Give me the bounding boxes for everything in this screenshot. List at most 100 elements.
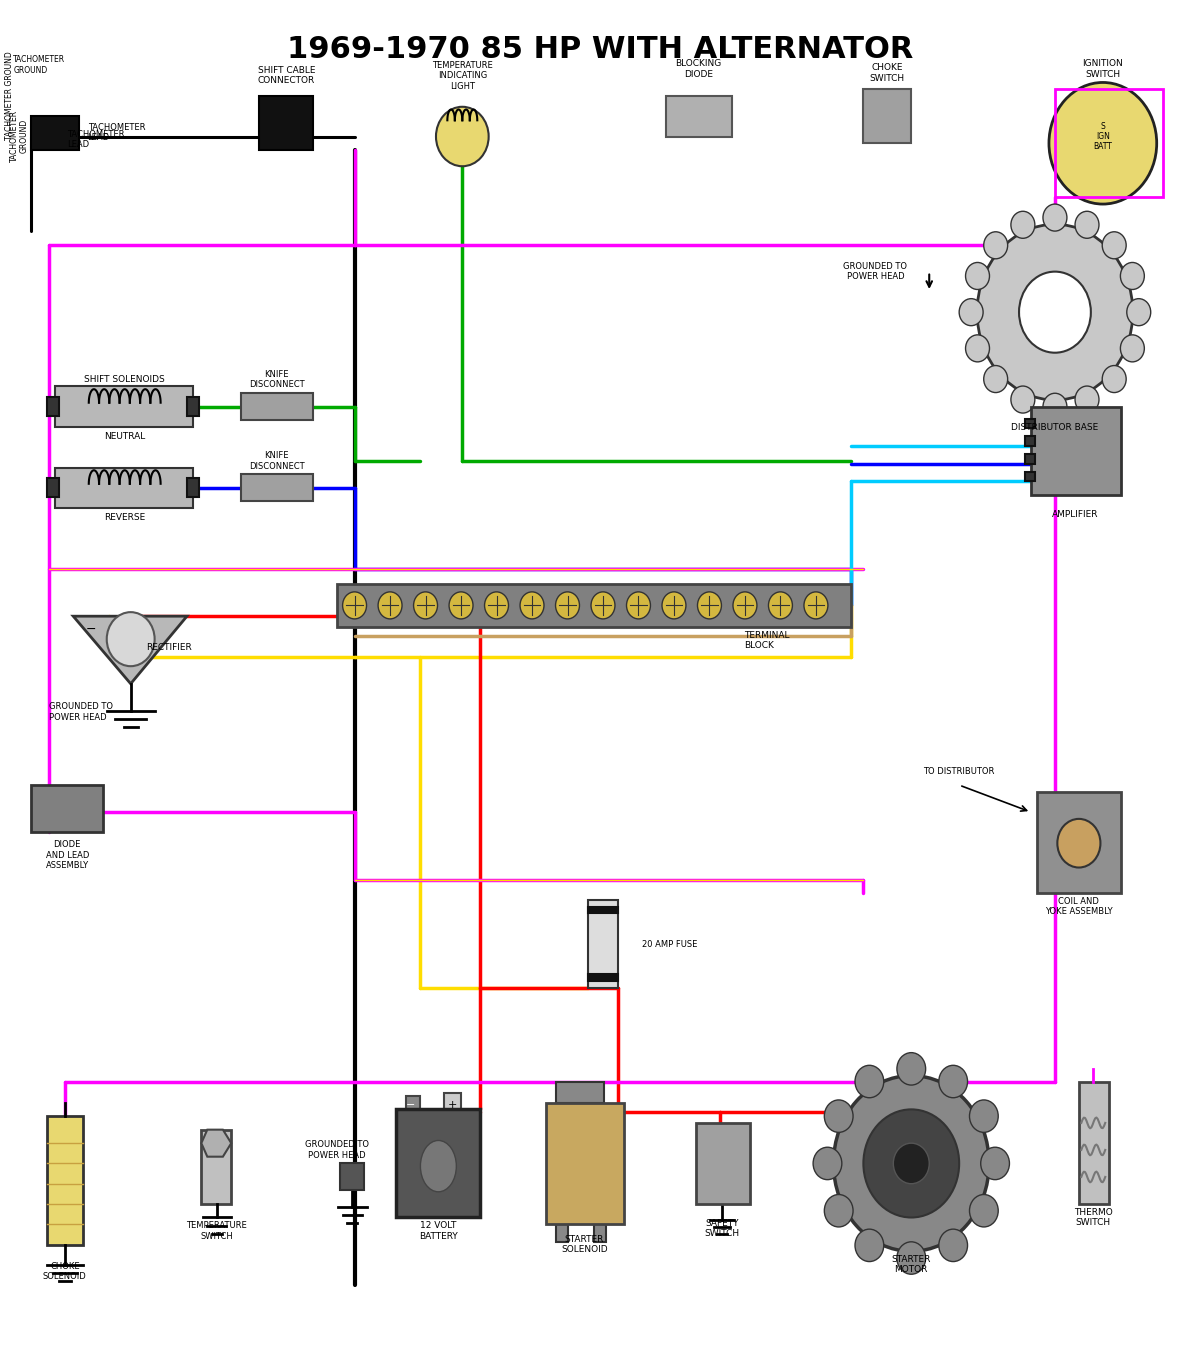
Circle shape — [984, 366, 1008, 393]
Circle shape — [896, 1242, 925, 1274]
Text: TEMPERATURE
SWITCH: TEMPERATURE SWITCH — [186, 1221, 247, 1240]
Bar — [396, 1109, 480, 1217]
Circle shape — [856, 1066, 883, 1098]
Bar — [1037, 792, 1121, 894]
Bar — [666, 96, 732, 137]
Circle shape — [824, 1194, 853, 1227]
Circle shape — [814, 1147, 842, 1179]
Circle shape — [984, 232, 1008, 259]
Text: STARTER
SOLENOID: STARTER SOLENOID — [562, 1235, 607, 1254]
Circle shape — [966, 334, 990, 362]
Circle shape — [1019, 272, 1091, 352]
Text: S
IGN
BATT: S IGN BATT — [1093, 122, 1112, 152]
Text: KNIFE
DISCONNECT: KNIFE DISCONNECT — [248, 370, 305, 390]
Bar — [406, 1095, 420, 1112]
Text: REVERSE: REVERSE — [104, 513, 145, 523]
Circle shape — [1057, 819, 1100, 868]
Ellipse shape — [420, 1140, 456, 1192]
Circle shape — [485, 592, 509, 619]
Text: −: − — [86, 623, 96, 636]
Bar — [588, 900, 618, 988]
Circle shape — [662, 592, 686, 619]
Circle shape — [378, 592, 402, 619]
Circle shape — [436, 107, 488, 167]
Bar — [341, 1163, 364, 1190]
Text: TACHOMETER GROUND: TACHOMETER GROUND — [5, 51, 14, 141]
Text: GROUNDED TO
POWER HEAD: GROUNDED TO POWER HEAD — [844, 261, 907, 282]
Text: CHOKE
SOLENOID: CHOKE SOLENOID — [43, 1262, 86, 1281]
Text: TERMINAL
BLOCK: TERMINAL BLOCK — [744, 631, 790, 650]
Circle shape — [1103, 232, 1126, 259]
Circle shape — [938, 1229, 967, 1262]
Bar — [31, 785, 103, 833]
Bar — [47, 478, 59, 497]
Circle shape — [107, 612, 155, 666]
Text: NEUTRAL: NEUTRAL — [104, 432, 145, 441]
Bar — [1025, 436, 1034, 445]
Text: 12 VOLT
BATTERY: 12 VOLT BATTERY — [419, 1221, 457, 1240]
Circle shape — [863, 1109, 959, 1217]
Circle shape — [1075, 211, 1099, 238]
Circle shape — [1049, 83, 1157, 204]
Circle shape — [1127, 299, 1151, 326]
Bar — [187, 397, 199, 416]
Circle shape — [342, 592, 366, 619]
Circle shape — [966, 263, 990, 290]
Circle shape — [824, 1099, 853, 1132]
Text: CHOKE
SWITCH: CHOKE SWITCH — [870, 64, 905, 83]
Bar — [55, 386, 193, 427]
Circle shape — [626, 592, 650, 619]
Circle shape — [520, 592, 544, 619]
Text: AMPLIFIER: AMPLIFIER — [1052, 510, 1098, 520]
Bar — [241, 393, 313, 420]
Text: GROUNDED TO
POWER HEAD: GROUNDED TO POWER HEAD — [49, 703, 113, 722]
Bar — [696, 1122, 750, 1204]
Bar — [1025, 471, 1034, 481]
Bar — [1031, 406, 1121, 494]
Circle shape — [556, 592, 580, 619]
Circle shape — [1010, 211, 1034, 238]
Text: TEMPERATURE
INDICATING
LIGHT: TEMPERATURE INDICATING LIGHT — [432, 61, 493, 91]
Bar — [594, 1221, 606, 1242]
Bar — [556, 1221, 568, 1242]
Text: 1969-1970 85 HP WITH ALTERNATOR: 1969-1970 85 HP WITH ALTERNATOR — [287, 35, 913, 64]
Circle shape — [1103, 366, 1126, 393]
Bar — [556, 1082, 604, 1102]
Text: KNIFE
DISCONNECT: KNIFE DISCONNECT — [248, 451, 305, 470]
Circle shape — [1121, 334, 1145, 362]
Bar — [47, 1116, 83, 1244]
Text: STARTER
MOTOR: STARTER MOTOR — [892, 1255, 931, 1274]
Text: +: + — [448, 1101, 457, 1110]
Circle shape — [970, 1099, 998, 1132]
Bar — [187, 478, 199, 497]
Bar — [31, 116, 79, 150]
Circle shape — [856, 1229, 883, 1262]
Circle shape — [592, 592, 614, 619]
Text: RECTIFIER: RECTIFIER — [146, 643, 192, 651]
Text: SHIFT CABLE
CONNECTOR: SHIFT CABLE CONNECTOR — [258, 66, 316, 85]
Polygon shape — [202, 1129, 232, 1156]
Bar — [202, 1129, 232, 1204]
Circle shape — [1043, 204, 1067, 232]
Circle shape — [834, 1075, 989, 1251]
Polygon shape — [73, 616, 187, 684]
Bar — [259, 96, 313, 150]
Circle shape — [1075, 386, 1099, 413]
Text: IGNITION
SWITCH: IGNITION SWITCH — [1082, 60, 1123, 79]
Text: TACHOMETER
LEAD: TACHOMETER LEAD — [67, 130, 125, 149]
Bar — [1025, 454, 1034, 463]
Bar — [1079, 1082, 1109, 1204]
Text: TACHOMETER
GROUND: TACHOMETER GROUND — [13, 56, 66, 74]
Bar — [337, 584, 852, 627]
Text: THERMO
SWITCH: THERMO SWITCH — [1074, 1208, 1112, 1227]
Text: SHIFT SOLENOIDS: SHIFT SOLENOIDS — [84, 375, 166, 385]
Bar — [1025, 418, 1034, 428]
Circle shape — [804, 592, 828, 619]
Circle shape — [1043, 393, 1067, 420]
Text: TO DISTRIBUTOR: TO DISTRIBUTOR — [924, 768, 995, 776]
Bar — [863, 89, 911, 144]
Text: DISTRIBUTOR BASE: DISTRIBUTOR BASE — [1012, 422, 1098, 432]
Bar — [546, 1102, 624, 1224]
Circle shape — [1121, 263, 1145, 290]
Text: −: − — [406, 1101, 415, 1110]
